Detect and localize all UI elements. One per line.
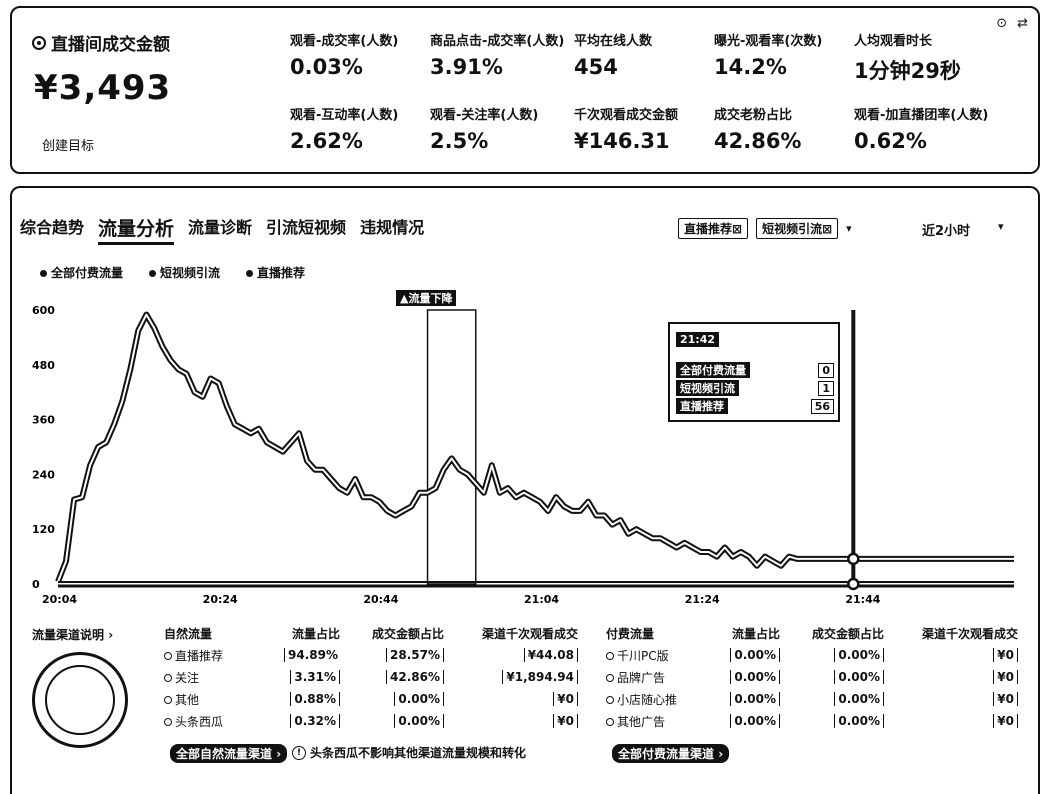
table-row[interactable]: 关注 3.31% 42.86% ¥1,894.94 (164, 666, 578, 688)
table-row[interactable]: 直播推荐 94.89% 28.57% ¥44.08 (164, 644, 578, 666)
table-row[interactable]: 其他 0.88% 0.00% ¥0 (164, 688, 578, 710)
annotation-band (426, 309, 477, 585)
legend-item[interactable]: 直播推荐 (246, 264, 305, 281)
metric-card[interactable]: 观看-加直播团率(人数) 0.62% (854, 108, 989, 153)
x-tick-label: 21:24 (685, 593, 720, 606)
chevron-down-icon[interactable]: ▾ (998, 220, 1004, 233)
metric-card[interactable]: 平均在线人数 454 (574, 34, 653, 79)
x-tick-label: 20:44 (363, 593, 398, 606)
chart-legend: 全部付费流量 短视频引流 直播推荐 (40, 264, 305, 281)
chevron-down-icon[interactable]: ▾ (846, 222, 852, 235)
all-natural-channels-link[interactable]: 全部自然流量渠道 › (170, 744, 288, 763)
y-tick-label: 360 (32, 414, 55, 427)
target-icon (32, 35, 46, 50)
table-row[interactable]: 品牌广告 0.00% 0.00% ¥0 (606, 666, 1018, 688)
data-point (847, 552, 860, 566)
y-tick-label: 600 (32, 304, 55, 317)
gmv-value: ¥3,493 (34, 68, 172, 108)
channel-donut (32, 652, 128, 748)
x-tick-label: 21:04 (524, 593, 559, 606)
metric-card[interactable]: 成交老粉占比 42.86% (714, 108, 802, 153)
tab-traffic-analysis[interactable]: 流量分析 (98, 214, 175, 245)
table-row[interactable]: 其他广告 0.00% 0.00% ¥0 (606, 710, 1018, 732)
chart-tooltip: 21:42 全部付费流量 0 短视频引流 1 直播推荐 56 (668, 322, 840, 422)
summary-panel: 直播间成交金额 ¥3,493 创建目标 观看-成交率(人数) 0.03% 商品点击… (10, 6, 1040, 174)
series-line-outline (55, 311, 1014, 583)
gmv-label: 直播间成交金额 (51, 35, 170, 55)
swap-icon[interactable]: ⇄ (1017, 16, 1028, 31)
window-controls: ⊙ ⇄ (996, 16, 1028, 31)
warning-icon: ▲ (400, 292, 409, 305)
metric-card[interactable]: 人均观看时长 1分钟29秒 (854, 34, 961, 83)
metric-card[interactable]: 观看-成交率(人数) 0.03% (290, 34, 399, 79)
filter-bar: 直播推荐⊠ 短视频引流⊠ ▾ (678, 218, 852, 239)
tab-bar: 综合趋势 流量分析 流量诊断 引流短视频 违规情况 (20, 214, 424, 245)
filter-chip[interactable]: 直播推荐⊠ (678, 218, 749, 239)
paid-traffic-table: 付费流量 流量占比 成交金额占比 渠道千次观看成交 千川PC版 0.00% 0.… (606, 622, 1018, 732)
tab-overview[interactable]: 综合趋势 (20, 218, 85, 237)
metric-card[interactable]: 千次观看成交金额 ¥146.31 (574, 108, 679, 153)
tab-traffic-diagnosis[interactable]: 流量诊断 (188, 218, 253, 237)
legend-item[interactable]: 短视频引流 (149, 264, 220, 281)
y-tick-label: 0 (32, 578, 40, 591)
info-icon: ! (292, 745, 306, 760)
y-tick-label: 240 (32, 468, 55, 481)
tab-violations[interactable]: 违规情况 (360, 218, 425, 237)
filter-chip[interactable]: 短视频引流⊠ (756, 218, 839, 239)
close-icon[interactable]: ⊠ (822, 222, 833, 236)
traffic-line-chart[interactable]: 0 120 240 360 480 600 20:04 20:24 20:44 21:04 21:2… (0, 0, 1050, 620)
metric-card[interactable]: 曝光-观看率(次数) 14.2% (714, 34, 823, 79)
all-paid-channels-link[interactable]: 全部付费流量渠道 › (612, 744, 730, 763)
table-row[interactable]: 千川PC版 0.00% 0.00% ¥0 (606, 644, 1018, 666)
metric-card[interactable]: 观看-互动率(人数) 2.62% (290, 108, 399, 153)
x-tick-label: 21:44 (845, 593, 880, 606)
y-tick-label: 480 (32, 359, 55, 372)
metric-card[interactable]: 观看-关注率(人数) 2.5% (430, 108, 539, 153)
metric-card[interactable]: 商品点击-成交率(人数) 3.91% (430, 34, 565, 79)
chart-annotation: ▲流量下降 (396, 290, 457, 306)
channel-notice: ! 头条西瓜不影响其他渠道流量规模和转化 (292, 744, 526, 761)
settings-icon[interactable]: ⊙ (996, 16, 1008, 31)
data-point (847, 577, 860, 591)
gmv-title: 直播间成交金额 (32, 30, 170, 55)
series-line-live-recommend (57, 313, 1014, 583)
tooltip-row: 全部付费流量 0 (676, 362, 834, 378)
x-tick-label: 20:04 (42, 593, 77, 606)
table-row[interactable]: 头条西瓜 0.32% 0.00% ¥0 (164, 710, 578, 732)
close-icon[interactable]: ⊠ (732, 222, 743, 236)
create-target-link[interactable]: 创建目标 (42, 139, 95, 154)
natural-traffic-table: 自然流量 流量占比 成交金额占比 渠道千次观看成交 直播推荐 94.89% 28… (164, 622, 578, 732)
channel-explain-link[interactable]: 流量渠道说明 › (32, 628, 114, 642)
time-range-select[interactable]: 近2小时 (922, 224, 971, 239)
tooltip-row: 直播推荐 56 (676, 398, 834, 414)
legend-item[interactable]: 全部付费流量 (40, 264, 123, 281)
y-tick-label: 120 (32, 523, 55, 536)
table-row[interactable]: 小店随心推 0.00% 0.00% ¥0 (606, 688, 1018, 710)
tooltip-row: 短视频引流 1 (676, 380, 834, 396)
x-tick-label: 20:24 (203, 593, 238, 606)
tooltip-time: 21:42 (676, 332, 720, 347)
tab-short-video[interactable]: 引流短视频 (266, 218, 347, 237)
